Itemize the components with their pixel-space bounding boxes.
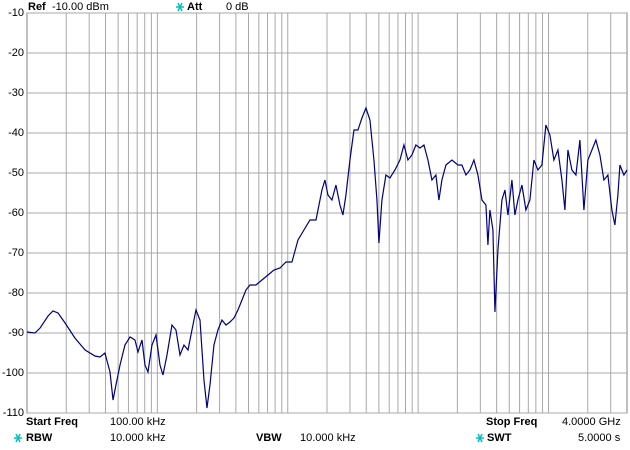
- rbw-label: RBW: [26, 432, 53, 444]
- start-label: Start Freq: [26, 416, 78, 428]
- y-tick-label: -90: [8, 327, 24, 339]
- swt-value: 5.0000 s: [578, 432, 621, 444]
- rbw-value: 10.000 kHz: [110, 432, 166, 444]
- y-tick-label: -10: [8, 7, 24, 19]
- marker-star: [14, 433, 22, 443]
- trace: [26, 106, 628, 409]
- y-tick-label: -50: [8, 167, 24, 179]
- marker-star: [176, 2, 184, 12]
- start-value: 100.00 kHz: [110, 416, 166, 428]
- ref-label: Ref: [28, 1, 46, 13]
- marker-star: [476, 433, 484, 443]
- y-tick-label: -70: [8, 247, 24, 259]
- stop-value: 4.0000 GHz: [562, 416, 621, 428]
- y-tick-label: -60: [8, 207, 24, 219]
- vbw-value: 10.000 kHz: [300, 432, 356, 444]
- y-tick-label: -110: [3, 407, 24, 419]
- vbw-label: VBW: [256, 432, 282, 444]
- att-value: 0 dB: [226, 1, 249, 13]
- y-tick-label: -30: [8, 87, 24, 99]
- y-tick-label: -40: [8, 127, 24, 139]
- att-label: Att: [187, 1, 203, 13]
- ref-value: -10.00 dBm: [52, 1, 109, 13]
- y-tick-label: -80: [8, 287, 24, 299]
- y-tick-label: -100: [2, 367, 24, 379]
- stop-label: Stop Freq: [486, 416, 537, 428]
- y-tick-label: -20: [8, 47, 24, 59]
- swt-label: SWT: [487, 432, 512, 444]
